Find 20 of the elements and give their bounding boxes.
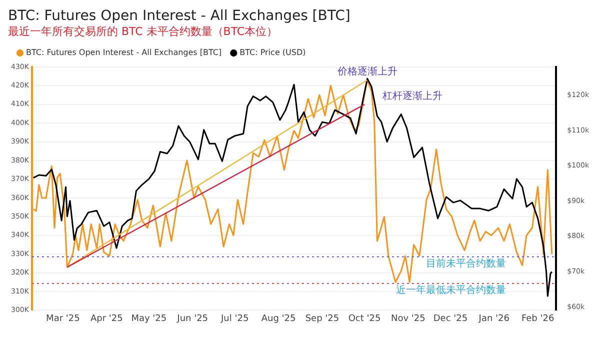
x-tick-label: May '25 xyxy=(131,314,167,324)
x-tick-label: Oct '25 xyxy=(348,314,381,324)
x-tick-label: Nov '25 xyxy=(391,314,426,324)
x-tick-label: Aug '25 xyxy=(261,314,296,324)
chart-title: BTC: Futures Open Interest - All Exchanges [BTC] xyxy=(8,8,352,25)
legend-label: BTC: Futures Open Interest - All Exchanges [BTC] xyxy=(26,48,222,58)
ref-line-label: 目前未平合约数量 xyxy=(426,257,506,270)
ref-line-label: 近一年最低未平合约数量 xyxy=(396,284,506,296)
x-tick-label: Mar '25 xyxy=(46,314,80,324)
annotation: 价格逐渐上升 xyxy=(336,66,398,78)
legend-label: BTC: Price (USD) xyxy=(240,48,306,58)
x-tick-label: Jul '25 xyxy=(220,314,249,324)
x-tick-label: Jun '25 xyxy=(176,314,208,324)
x-tick-label: Sep '25 xyxy=(305,314,340,324)
x-tick-label: Apr '25 xyxy=(90,314,123,324)
x-tick-label: Dec '25 xyxy=(433,314,468,324)
annotation: 杠杆逐渐上升 xyxy=(381,90,442,102)
chart-subtitle: 最近一年所有交易所的 BTC 未平合约数量（BTC本位） xyxy=(8,25,279,39)
x-tick-label: Feb '26 xyxy=(521,314,554,324)
x-tick-label: Jan '26 xyxy=(478,314,510,324)
